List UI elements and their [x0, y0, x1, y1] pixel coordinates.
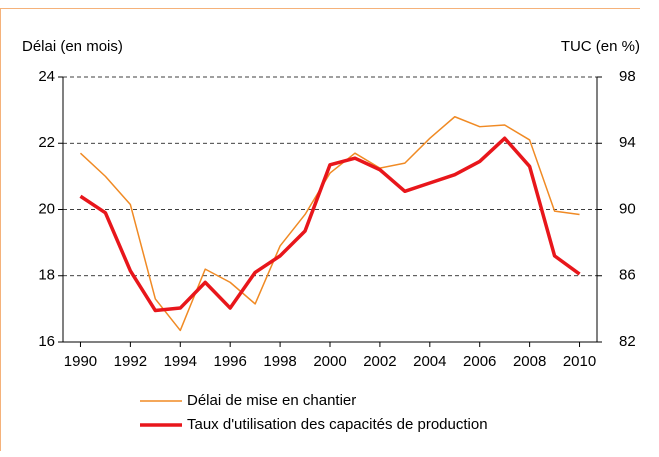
x-tick-label: 1990 — [64, 353, 97, 370]
y-axis-label: Délai (en mois) — [22, 38, 123, 55]
x-tick-label: 1994 — [164, 353, 197, 370]
y2-tick-label: 94 — [619, 134, 636, 151]
x-tick-label: 1998 — [263, 353, 296, 370]
y-tick-label: 24 — [38, 68, 55, 85]
x-tick-label: 2008 — [513, 353, 546, 370]
x-tick-label: 2010 — [563, 353, 596, 370]
y-tick-label: 16 — [38, 333, 55, 350]
frame — [0, 8, 640, 451]
y2-tick-label: 98 — [619, 68, 636, 85]
x-tick-label: 1992 — [114, 353, 147, 370]
y2-tick-label: 90 — [619, 200, 636, 217]
series-line — [79, 136, 581, 313]
y-tick-label: 20 — [38, 200, 55, 217]
y2-tick-label: 82 — [619, 333, 636, 350]
series-line — [79, 116, 580, 332]
y2-tick-label: 86 — [619, 267, 636, 284]
x-tick-label: 1996 — [213, 353, 246, 370]
y-tick-label: 18 — [38, 267, 55, 284]
y-tick-label: 22 — [38, 134, 55, 151]
legend-label: Délai de mise en chantier — [187, 392, 356, 409]
y2-axis-label: TUC (en %) — [561, 38, 640, 55]
legend-label: Taux d'utilisation des capacités de prod… — [187, 416, 488, 433]
x-tick-label: 2004 — [413, 353, 446, 370]
x-tick-label: 2000 — [313, 353, 346, 370]
x-tick-label: 2006 — [463, 353, 496, 370]
x-tick-label: 2002 — [363, 353, 396, 370]
